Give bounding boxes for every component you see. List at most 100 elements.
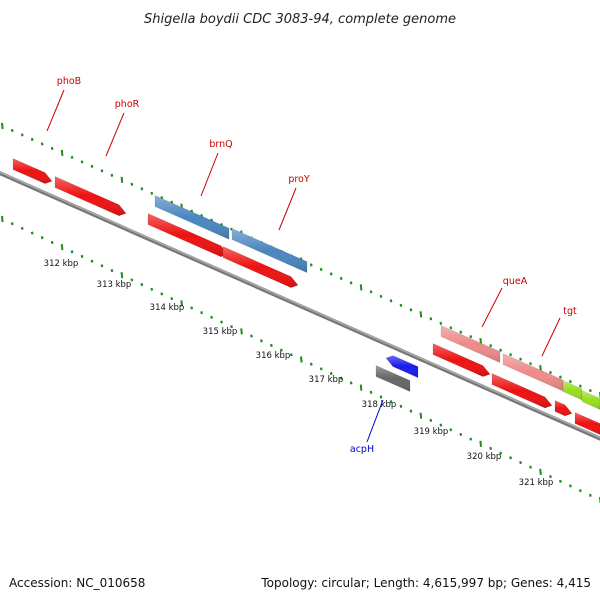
gene-label-proY: proY — [288, 174, 310, 185]
outer-tick — [150, 191, 154, 195]
inner-tick-ring — [1, 215, 600, 504]
gene-red-edge-arrow — [574, 412, 600, 435]
inner-tick — [359, 384, 363, 391]
inner-tick — [329, 372, 333, 376]
inner-tick — [250, 334, 253, 338]
inner-tick — [569, 484, 572, 488]
inner-tick — [30, 231, 34, 235]
inner-tick — [270, 343, 273, 347]
outer-tick — [539, 365, 542, 372]
scale-label: 318 kbp — [362, 400, 397, 410]
outer-tick — [569, 380, 572, 384]
gene-label-leader — [541, 317, 561, 357]
gene-labels: phoB phoR brnQ proY queA tgt acpH — [46, 76, 577, 455]
outer-tick — [369, 290, 373, 294]
outer-tick — [1, 122, 4, 130]
outer-tick — [559, 375, 562, 379]
inner-tick — [120, 272, 124, 279]
accession-text: Accession: NC_010658 — [9, 576, 145, 590]
inner-tick — [479, 440, 482, 447]
outer-tick — [70, 155, 74, 159]
outer-tick — [419, 311, 423, 318]
outer-tick — [529, 362, 532, 366]
outer-tick — [389, 299, 393, 303]
inner-tick — [100, 264, 104, 268]
outer-tick — [469, 335, 473, 339]
outer-tick — [399, 303, 403, 307]
outer-tick — [50, 146, 54, 150]
inner-tick — [1, 215, 4, 223]
inner-tick — [170, 297, 174, 301]
inner-tick — [210, 315, 213, 319]
inner-tick — [289, 353, 293, 357]
gene-label-leader — [200, 152, 219, 197]
outer-tick — [60, 149, 64, 156]
scale-label: 314 kbp — [150, 303, 185, 313]
brnQ-category-block — [154, 195, 230, 240]
gene-phoR-arrow — [54, 176, 127, 217]
gene-label-leader — [366, 399, 384, 443]
outer-tick — [359, 284, 363, 291]
outer-tick — [110, 173, 114, 177]
inner-tick — [559, 479, 562, 483]
gene-label-leader — [105, 112, 125, 157]
queA-category-block — [440, 325, 501, 364]
inner-tick — [80, 254, 84, 259]
gene-tgt-arrow — [491, 373, 553, 409]
inner-tick — [409, 409, 413, 413]
outer-tick — [509, 353, 512, 357]
inner-tick — [339, 376, 343, 380]
gene-label-brnQ: brnQ — [209, 139, 232, 150]
inner-tick — [469, 437, 473, 441]
inner-tick — [220, 320, 223, 324]
gene-acpH-arrow — [385, 355, 419, 379]
gene-label-leader — [481, 287, 503, 328]
inner-tick — [399, 404, 403, 408]
inner-tick — [459, 432, 463, 436]
outer-tick — [578, 384, 582, 388]
outer-tick — [439, 321, 443, 325]
map-title: Shigella boydii CDC 3083-94, complete ge… — [144, 12, 456, 27]
inner-tick — [419, 412, 423, 419]
outer-tick — [230, 227, 233, 231]
outer-tick — [309, 263, 313, 267]
inner-tick — [509, 456, 512, 460]
inner-tick — [150, 287, 154, 291]
outer-tick — [429, 317, 433, 321]
inner-tick — [279, 348, 283, 352]
inner-tick — [578, 489, 582, 493]
inner-tick — [240, 328, 243, 335]
gene-label-phoR: phoR — [115, 99, 140, 110]
inner-tick — [529, 465, 532, 469]
inner-tick — [588, 493, 592, 497]
outer-tick — [40, 142, 44, 146]
inner-tick — [20, 226, 24, 230]
inner-tick — [60, 244, 64, 251]
inner-tick — [519, 460, 522, 465]
inner-tick — [389, 400, 393, 404]
outer-tick — [409, 308, 413, 312]
outer-tick — [588, 388, 592, 393]
gene-red-small-arrow — [554, 400, 573, 417]
inner-tick — [499, 451, 503, 455]
scale-label: 315 kbp — [203, 327, 238, 337]
inner-tick — [539, 468, 542, 475]
backbone — [0, 171, 600, 441]
outer-tick — [519, 357, 522, 361]
inner-tick — [300, 356, 303, 363]
inner-tick — [160, 292, 164, 296]
gene-phoB-arrow — [12, 158, 53, 184]
inner-tick — [379, 395, 383, 399]
gene-label-phoB: phoB — [57, 76, 81, 87]
outer-tick — [90, 164, 94, 168]
gene-proY-arrow — [222, 246, 299, 288]
scale-label: 320 kbp — [467, 452, 502, 462]
inner-tick — [40, 236, 44, 240]
inner-tick — [489, 446, 493, 451]
acpH-category-block — [375, 365, 411, 392]
inner-tick — [10, 222, 14, 226]
gene-queA-arrow — [432, 343, 491, 377]
inner-tick — [200, 311, 204, 315]
scale-label: 319 kbp — [414, 427, 449, 437]
outer-tick — [459, 330, 463, 334]
